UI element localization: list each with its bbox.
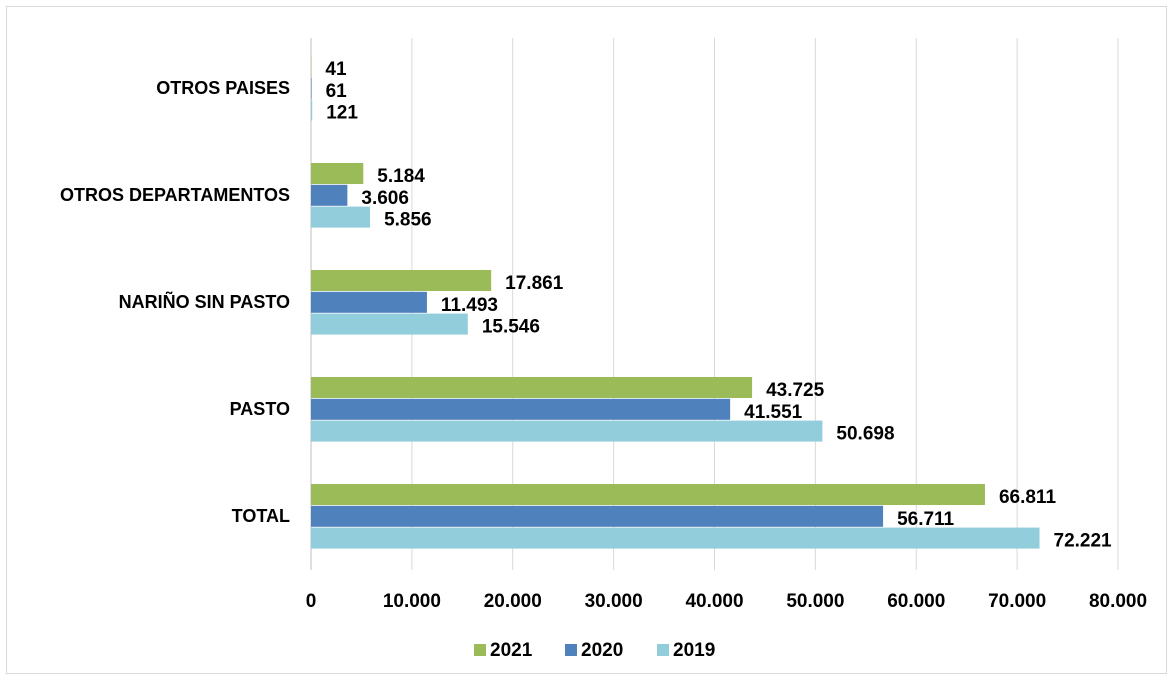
x-tick-label: 40.000: [685, 591, 743, 612]
bar: [311, 527, 1040, 549]
bar: [311, 313, 468, 335]
data-label: 61: [326, 81, 348, 102]
legend-label: 2020: [581, 640, 623, 661]
bar: [311, 184, 348, 206]
bar: [311, 99, 313, 121]
bar: [311, 291, 427, 313]
bar: [311, 270, 492, 291]
data-label: 41.551: [744, 402, 803, 423]
bar: [311, 206, 371, 228]
bar: [311, 77, 312, 99]
data-label: 17.861: [505, 273, 564, 294]
data-label: 66.811: [999, 487, 1056, 508]
x-tick-label: 20.000: [484, 591, 542, 612]
x-tick-label: 30.000: [585, 591, 643, 612]
data-label: 43.725: [766, 380, 825, 401]
data-label: 15.546: [482, 317, 540, 338]
data-label: 3.606: [361, 188, 409, 209]
y-tick-label: PASTO: [230, 399, 290, 419]
legend-label: 2021: [490, 640, 533, 661]
x-tick-label: 70.000: [988, 591, 1046, 612]
data-label: 72.221: [1054, 531, 1113, 552]
x-tick-label: 80.000: [1089, 591, 1147, 612]
y-tick-label: OTROS PAISES: [156, 78, 290, 98]
bar: [311, 163, 364, 184]
y-tick-label: TOTAL: [232, 506, 290, 526]
y-tick-label: NARIÑO SIN PASTO: [119, 291, 290, 312]
y-tick-label: OTROS DEPARTAMENTOS: [60, 185, 290, 205]
data-label: 5.184: [377, 166, 425, 187]
bar: [311, 484, 985, 505]
legend-swatch: [474, 644, 486, 656]
data-label: 121: [326, 103, 358, 124]
x-tick-label: 50.000: [786, 591, 844, 612]
x-tick-label: 10.000: [383, 591, 441, 612]
bar: [311, 420, 823, 442]
data-label: 56.711: [897, 509, 954, 530]
legend-swatch: [657, 644, 669, 656]
chart-border: [6, 6, 1167, 674]
x-tick-label: 0: [306, 591, 317, 612]
bar: [311, 377, 753, 398]
data-label: 5.856: [384, 210, 432, 231]
bar: [311, 505, 884, 527]
legend-swatch: [565, 644, 577, 656]
bar: [311, 398, 731, 420]
data-label: 11.493: [441, 295, 498, 316]
data-label: 50.698: [836, 424, 894, 445]
legend-label: 2019: [673, 640, 715, 661]
x-tick-label: 60.000: [887, 591, 945, 612]
data-label: 41: [325, 59, 347, 80]
